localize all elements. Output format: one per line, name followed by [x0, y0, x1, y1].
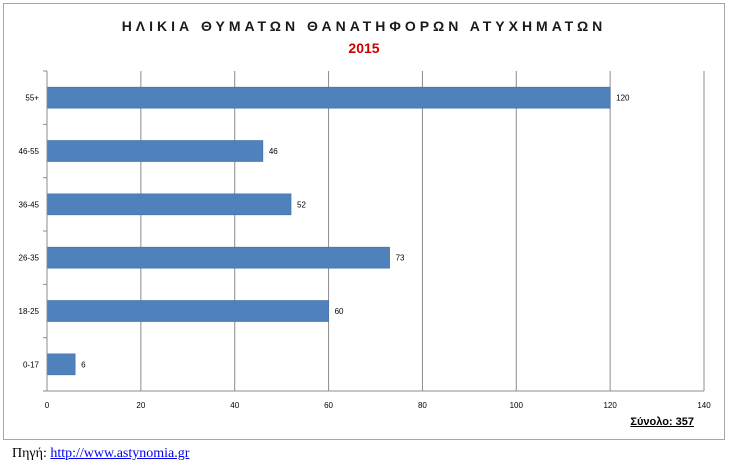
y-tick-label: 55+	[25, 94, 39, 103]
chart-subtitle: 2015	[348, 40, 380, 56]
x-tick-label: 60	[324, 401, 333, 410]
x-tick-label: 120	[603, 401, 617, 410]
y-tick-label: 46-55	[19, 147, 40, 156]
total-label: Σύνολο: 357	[630, 416, 694, 428]
x-tick-label: 140	[697, 401, 711, 410]
x-tick-label: 100	[510, 401, 524, 410]
data-label: 52	[297, 200, 306, 209]
data-label: 73	[396, 254, 405, 263]
bar	[46, 353, 76, 376]
data-label: 60	[335, 307, 344, 316]
data-label: 46	[269, 147, 278, 156]
bar	[46, 140, 264, 162]
chart-title: ΗΛΙΚΙΑ ΘΥΜΑΤΩΝ ΘΑΝΑΤΗΦΟΡΩΝ ΑΤΥΧΗΜΑΤΩΝ	[121, 18, 607, 34]
y-tick-label: 18-25	[19, 307, 40, 316]
bar	[46, 86, 611, 109]
source-line: Πηγή: http://www.astynomia.gr	[12, 446, 189, 462]
x-tick-label: 0	[45, 401, 50, 410]
source-label: Πηγή:	[12, 446, 47, 461]
bar	[46, 246, 390, 269]
bar	[46, 300, 329, 322]
source-link[interactable]: http://www.astynomia.gr	[50, 446, 190, 461]
data-label: 120	[616, 94, 630, 103]
x-tick-label: 20	[136, 401, 145, 410]
chart-container: ΗΛΙΚΙΑ ΘΥΜΑΤΩΝ ΘΑΝΑΤΗΦΟΡΩΝ ΑΤΥΧΗΜΑΤΩΝ 20…	[3, 3, 725, 440]
y-tick-label: 0-17	[23, 360, 40, 369]
y-tick-label: 26-35	[19, 254, 40, 263]
data-label: 6	[81, 360, 86, 369]
x-tick-label: 40	[230, 401, 239, 410]
bar	[46, 193, 292, 216]
x-tick-label: 80	[418, 401, 427, 410]
y-tick-label: 36-45	[19, 200, 40, 209]
